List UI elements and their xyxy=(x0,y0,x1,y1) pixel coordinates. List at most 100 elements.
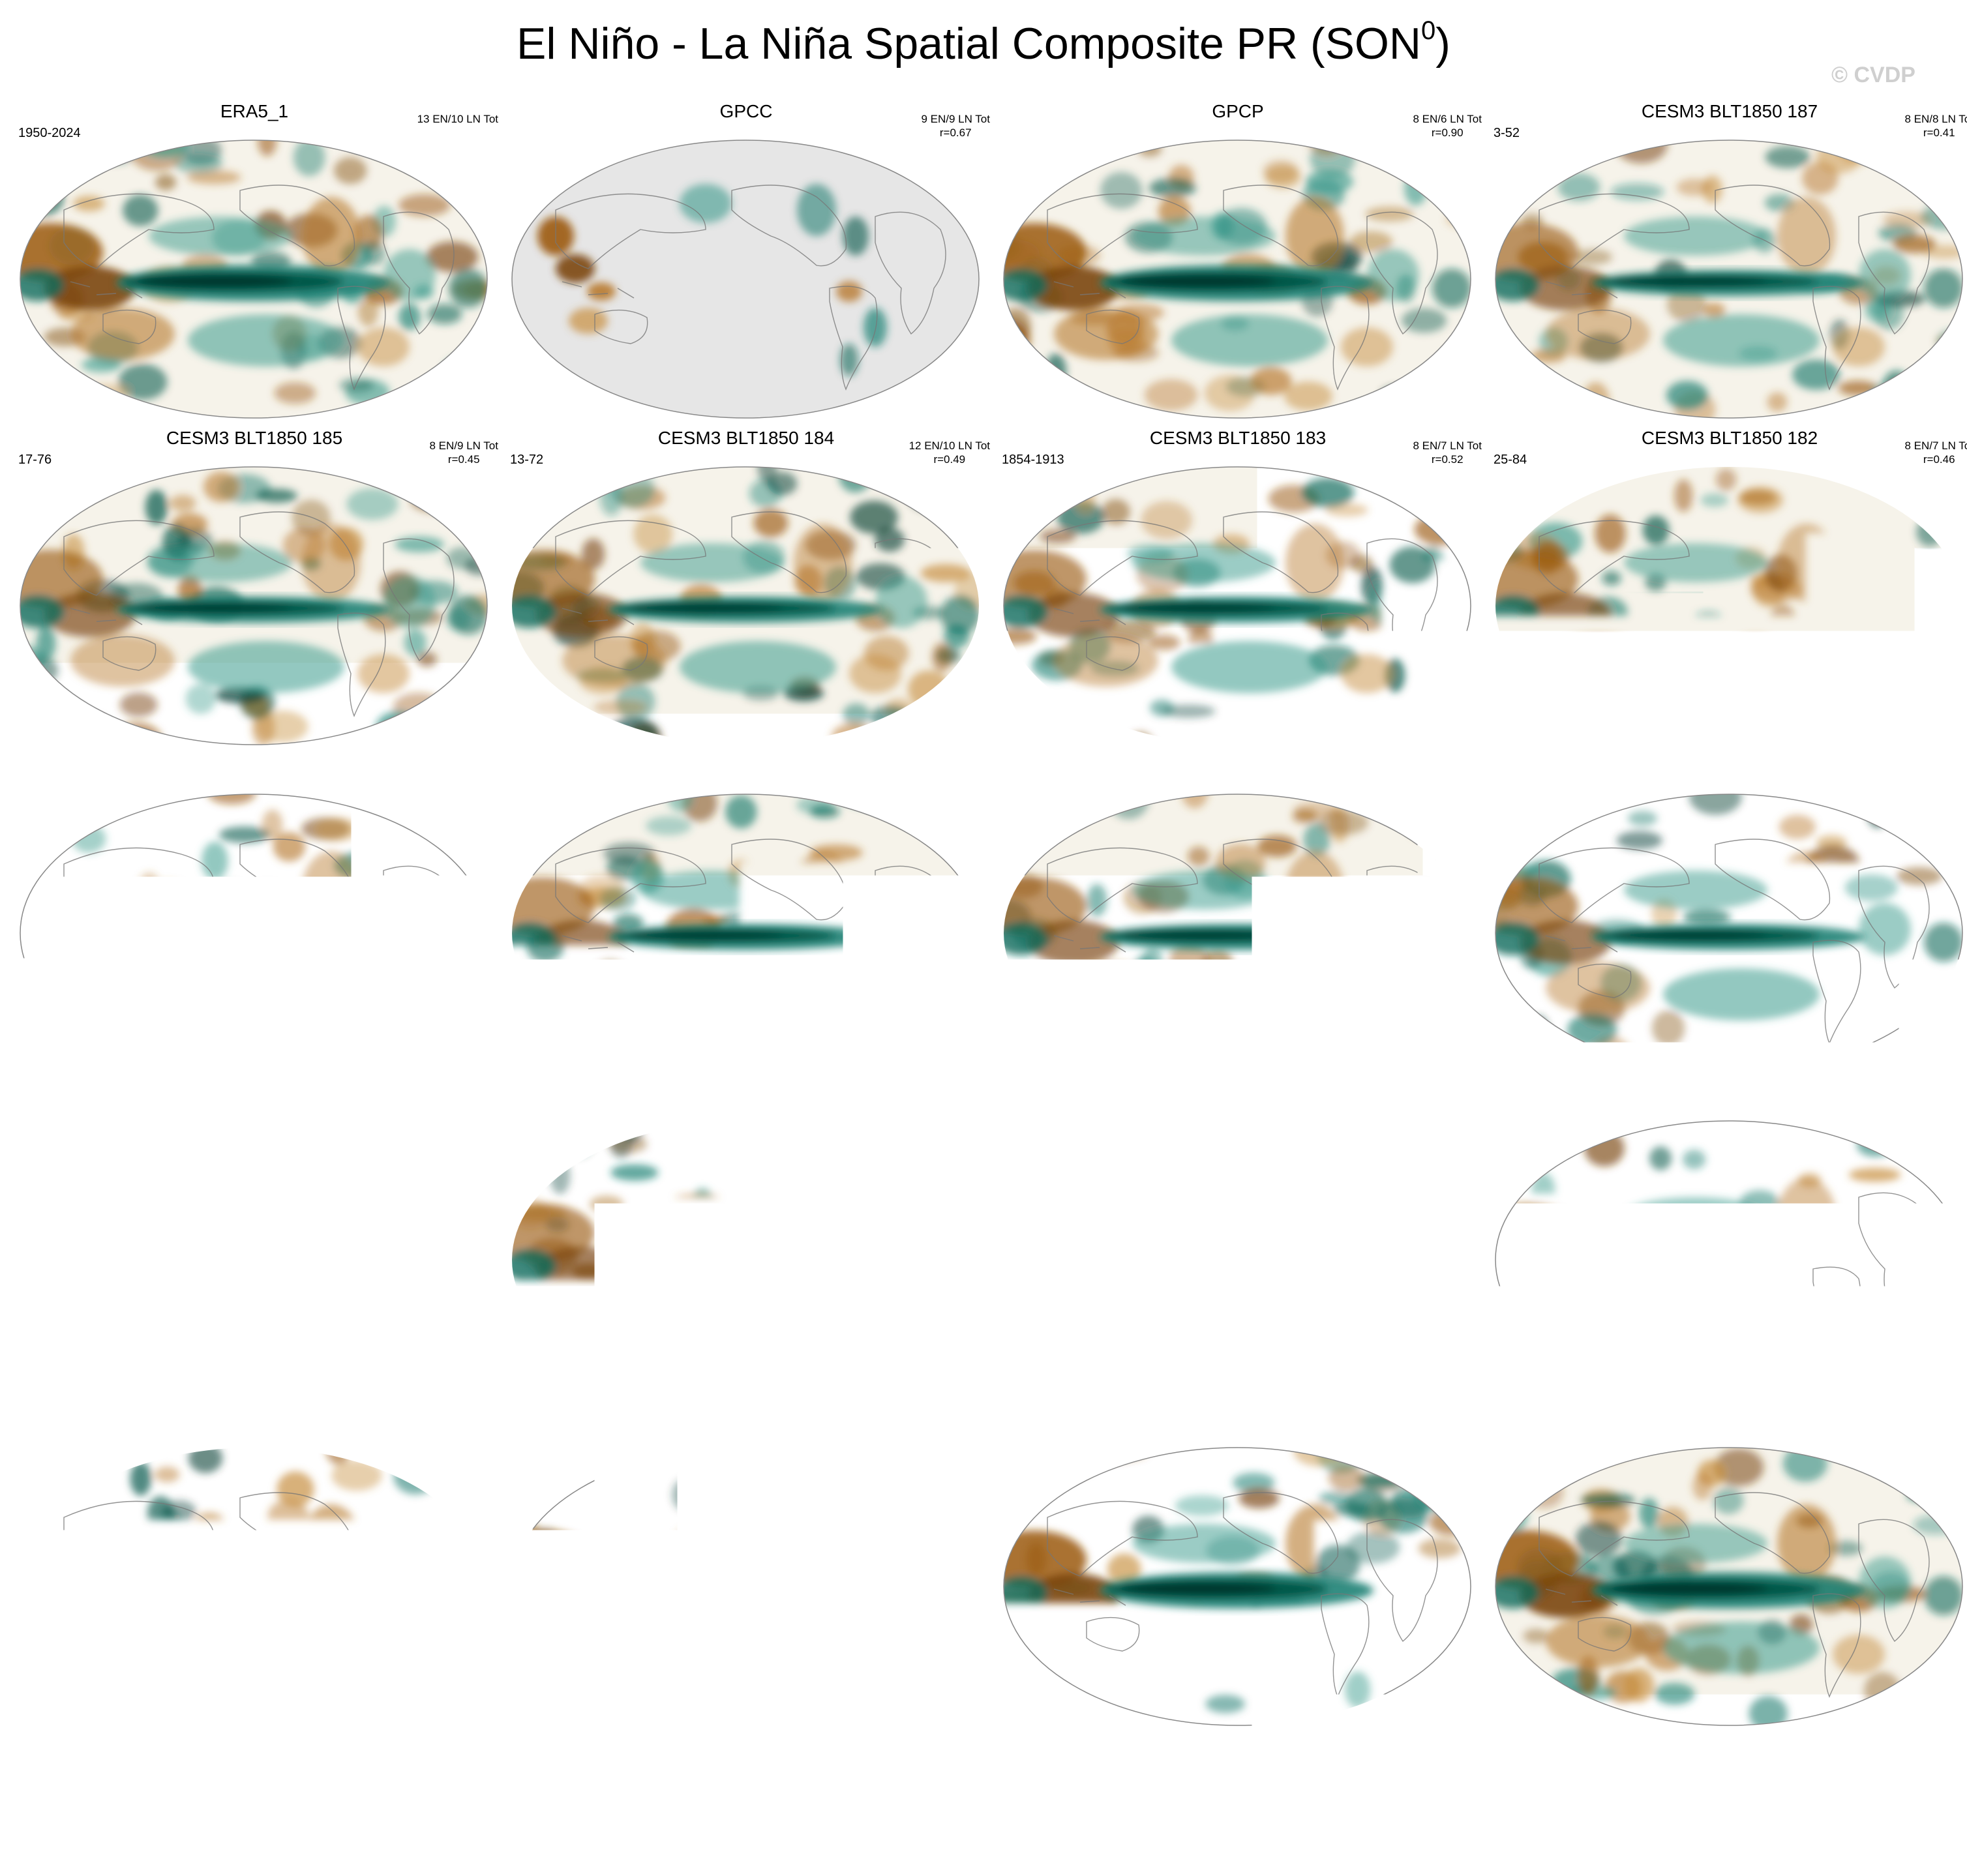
panel-stats: 8 EN/6 LN Tot r=0.90 xyxy=(1413,112,1482,140)
precip-anomaly-map xyxy=(1494,792,1964,1074)
panel-event-count: 8 EN/6 LN Tot xyxy=(1413,112,1482,126)
panel-pattern-correlation: r=0.52 xyxy=(1413,453,1482,466)
colorbar-units: mm/day xyxy=(0,1824,1967,1858)
panel-stats: 10 EN/11 LN Tot r=0.47 xyxy=(418,766,498,794)
panel-pattern-correlation: r=0.90 xyxy=(1413,126,1482,140)
panel-title: CESM3 BLT1850 166 305-364 xyxy=(1484,754,1967,777)
panel-stats: 8 EN/9 LN Tot r=0.45 xyxy=(429,439,498,466)
map-panel: GPCC 9 EN/9 LN Tot r=0.67 xyxy=(501,100,991,426)
precip-anomaly-map xyxy=(18,465,489,747)
panel-title: GPCP xyxy=(993,100,1483,123)
panel-event-count: 12 EN/8 LN Tot xyxy=(1899,1093,1967,1107)
panel-stats: 8 EN/6 LN Tot r=0.69 xyxy=(1904,1420,1967,1447)
colorbar-tick-label: .75 xyxy=(1265,1791,1306,1824)
panel-stats: 9 EN/9 LN Tot r=0.67 xyxy=(921,112,990,140)
panel-event-count: 8 EN/7 LN Tot xyxy=(1904,439,1967,453)
panel-pattern-correlation: r=0.42 xyxy=(1407,1107,1482,1120)
panel-pattern-correlation: r=0.38 xyxy=(1899,780,1967,794)
precip-anomaly-map xyxy=(510,465,981,747)
colorbar-swatch xyxy=(1485,1757,1552,1785)
panel-event-count: 8 EN/6 LN Tot xyxy=(1904,1420,1967,1433)
panel-event-count: 12 EN/10 LN Tot xyxy=(909,439,990,453)
panel-pattern-correlation: r=0.45 xyxy=(429,453,498,466)
precip-anomaly-map xyxy=(18,792,489,1074)
colorbar xyxy=(353,1757,1619,1785)
colorbar-swatch xyxy=(354,1757,421,1785)
colorbar-tick-label: -3 xyxy=(540,1791,567,1824)
panel-stats: 11 EN/8 LN Tot r=0.38 xyxy=(1899,766,1967,794)
precip-anomaly-map xyxy=(18,138,489,420)
precip-anomaly-map xyxy=(1494,1119,1964,1401)
panel-title: CESM3 BLT1850 183 xyxy=(993,427,1483,449)
precip-anomaly-map xyxy=(18,1446,489,1727)
panel-stats: 6 EN/7 LN Tot r=0.49 xyxy=(1413,766,1482,794)
colorbar-swatch xyxy=(620,1757,687,1785)
colorbar-tick-label: -.75 xyxy=(727,1791,779,1824)
map-panel: CESM3 BLT1850 184 13-72 12 EN/10 LN Tot r=0… xyxy=(501,427,991,753)
panel-stats: 12 EN/8 LN Tot r=0.34 xyxy=(1899,1093,1967,1120)
map-panel: CESM3 BLT1850 187 3-52 8 EN/8 LN Tot r=0.41 xyxy=(1484,100,1967,426)
panel-title: GPCC xyxy=(501,100,991,123)
panel-stats: 11 EN/12 LN Tot r=0.49 xyxy=(910,766,990,794)
panel-title: CESM3 BLT1850 187 xyxy=(1484,100,1967,123)
colorbar-swatch xyxy=(1285,1757,1352,1785)
colorbar-swatch xyxy=(953,1757,1019,1785)
panel-pattern-correlation: r=0.67 xyxy=(921,126,990,140)
panel-stats: 8 EN/10 LN Tot r=0.69 xyxy=(423,1420,498,1447)
precip-anomaly-map xyxy=(1494,465,1964,747)
panel-event-count: 9 EN/13 LN Tot xyxy=(915,1093,990,1107)
panel-stats: 8 EN/7 LN Tot r=0.46 xyxy=(1904,439,1967,466)
colorbar-swatch xyxy=(1419,1757,1485,1785)
panel-pattern-correlation: r=0.46 xyxy=(1904,453,1967,466)
map-panel: CESM3 BLT1850 166 185-244 185-244 9 EN/13 … xyxy=(501,1081,991,1407)
colorbar-swatch xyxy=(1352,1757,1419,1785)
panel-title: CESM3 BLT1850 185 xyxy=(9,427,500,449)
colorbar-swatch xyxy=(487,1757,554,1785)
panel-pattern-correlation: r=0.47 xyxy=(418,780,498,794)
panel-event-count: 13 EN/10 LN Tot xyxy=(417,112,498,126)
map-panel: CESM3 BLT1850 166 125-184 125-184 7 EN/10 … xyxy=(993,1081,1483,1407)
panel-event-count: 8 EN/10 LN Tot xyxy=(423,1420,498,1433)
figure-title-text: El Niño - La Niña Spatial Composite PR (… xyxy=(517,19,1421,68)
precip-anomaly-map xyxy=(1002,465,1473,747)
colorbar-tick-label: -1 xyxy=(673,1791,700,1824)
panel-pattern-correlation: r=0.49 xyxy=(910,780,990,794)
cvdp-watermark: © CVDP xyxy=(1831,63,1915,88)
colorbar-swatch xyxy=(554,1757,620,1785)
panel-title: CESM3 BLT1850 166 65-124 xyxy=(1484,1081,1967,1103)
panel-pattern-correlation: r=0.42 xyxy=(915,1107,990,1120)
colorbar-tick-label: 4 xyxy=(1544,1791,1561,1824)
panel-pattern-correlation: r=0.68 xyxy=(909,1433,990,1447)
colorbar-tick-label: 3 xyxy=(1477,1791,1494,1824)
panel-stats: 7 EN/10 LN Tot r=0.42 xyxy=(1407,1093,1482,1120)
map-panel: CESM3 BLT1850 183 1854-1913 8 EN/7 LN Tot r… xyxy=(993,427,1483,753)
panel-event-count: 8 EN/10 LN Tot xyxy=(423,1093,498,1107)
panel-event-count: 7 EN/10 LN Tot xyxy=(1407,1093,1482,1107)
colorbar-swatch xyxy=(1086,1757,1152,1785)
panel-event-count: 10 EN/10 LN Tot xyxy=(909,1420,990,1433)
precip-anomaly-map xyxy=(18,1119,489,1401)
colorbar-tick-label: -2 xyxy=(607,1791,633,1824)
map-panel: CESM3 BLT1850 182 25-84 8 EN/7 LN Tot r=0.4… xyxy=(1484,427,1967,753)
precip-anomaly-map xyxy=(1002,1446,1473,1727)
precip-anomaly-map xyxy=(1494,138,1964,420)
colorbar-swatch xyxy=(687,1757,753,1785)
colorbar-swatch xyxy=(820,1757,886,1785)
colorbar-tick-label: 1 xyxy=(1344,1791,1361,1824)
colorbar-tick-label: .25 xyxy=(1132,1791,1173,1824)
panel-stats: 8 EN/8 LN Tot r=0.41 xyxy=(1904,112,1967,140)
colorbar-tick-label: .5 xyxy=(1207,1791,1231,1824)
colorbar-tick-label: .1 xyxy=(1074,1791,1098,1824)
panel-stats: 13 EN/10 LN Tot xyxy=(417,112,498,126)
colorbar-tick-label: 2 xyxy=(1411,1791,1428,1824)
panel-pattern-correlation: r=0.69 xyxy=(1904,1433,1967,1447)
panel-title: CESM3 BLT1850 182 xyxy=(1484,427,1967,449)
panel-title: CESM2 piControl A xyxy=(1484,1408,1967,1430)
panel-event-count: 8 EN/8 LN Tot xyxy=(1904,112,1967,126)
precip-anomaly-map xyxy=(1002,792,1473,1074)
colorbar-tick-label: -.5 xyxy=(802,1791,837,1824)
panel-pattern-correlation: r=0.49 xyxy=(1413,780,1482,794)
panel-pattern-correlation: r=0.41 xyxy=(1904,126,1967,140)
panel-event-count: 8 EN/9 LN Tot xyxy=(429,439,498,453)
precip-anomaly-map xyxy=(1494,1446,1964,1727)
